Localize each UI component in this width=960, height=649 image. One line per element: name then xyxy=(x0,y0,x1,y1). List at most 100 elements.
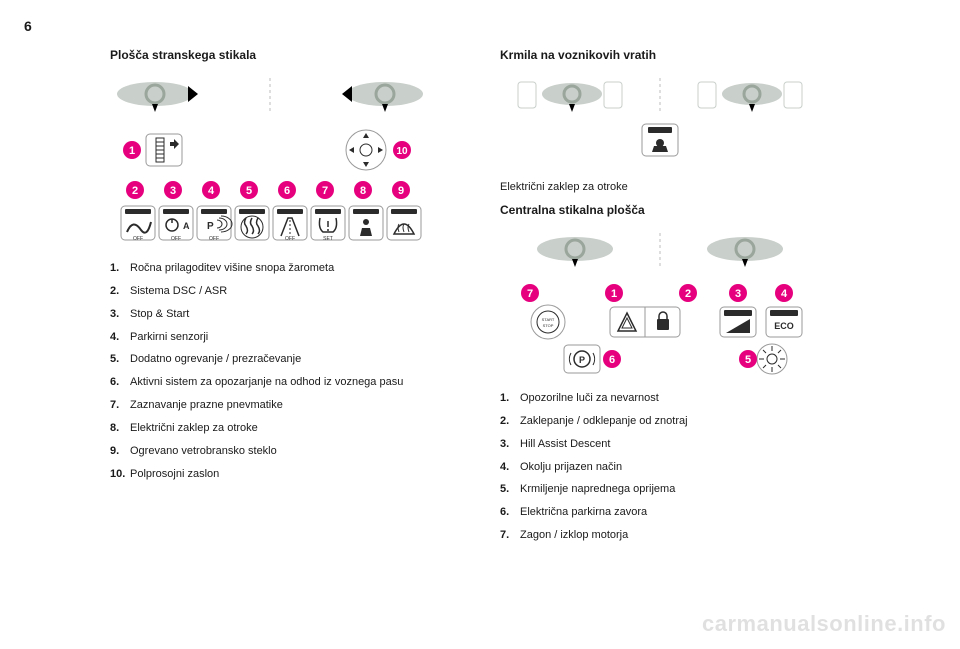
lane-icon: OFF xyxy=(273,206,307,242)
hill-descent-icon xyxy=(720,307,756,337)
thumbwheel-icon xyxy=(146,134,182,166)
door-silhouette-right xyxy=(698,82,802,112)
list-item-text: Okolju prijazen način xyxy=(520,460,850,475)
park-icon: P OFF xyxy=(197,206,232,242)
parking-brake-icon: P xyxy=(564,345,600,373)
svg-text:STOP: STOP xyxy=(543,323,554,328)
list-item-number: 3. xyxy=(110,307,130,322)
diagram-side-switch-panel: 1 xyxy=(110,72,460,247)
badge-5: 5 xyxy=(240,181,258,199)
list-item: 5.Krmiljenje naprednega oprijema xyxy=(500,482,850,497)
list-item: 7.Zaznavanje prazne pnevmatike xyxy=(110,398,460,413)
left-list: 1.Ročna prilagoditev višine snopa žarome… xyxy=(110,261,460,481)
badge-2: 2 xyxy=(126,181,144,199)
badge-7: 7 xyxy=(521,284,539,302)
dsc-icon: OFF xyxy=(121,206,155,242)
svg-text:OFF: OFF xyxy=(133,236,143,242)
child-icon xyxy=(349,206,383,240)
left-section-title: Plošča stranskega stikala xyxy=(110,48,460,62)
right-list: 1.Opozorilne luči za nevarnost 2.Zaklepan… xyxy=(500,391,850,543)
hazard-lock-icon xyxy=(610,307,680,337)
list-item-text: Električni zaklep za otroke xyxy=(130,421,460,436)
top-silhouette-right xyxy=(342,82,423,112)
badge-2: 2 xyxy=(679,284,697,302)
page-number: 6 xyxy=(24,18,32,34)
list-item-number: 6. xyxy=(500,505,520,520)
list-item-text: Krmiljenje naprednega oprijema xyxy=(520,482,850,497)
svg-text:4: 4 xyxy=(781,288,788,300)
list-item: 5.Dodatno ogrevanje / prezračevanje xyxy=(110,352,460,367)
child-lock-icon xyxy=(642,124,678,156)
icon-row: OFFAOFFPOFFOFFSET xyxy=(121,206,421,242)
svg-text:5: 5 xyxy=(246,185,252,197)
svg-text:SET: SET xyxy=(323,236,333,242)
svg-text:OFF: OFF xyxy=(171,236,181,242)
svg-text:OFF: OFF xyxy=(209,236,219,242)
right-section-title-2: Centralna stikalna plošča xyxy=(500,203,850,217)
svg-text:5: 5 xyxy=(745,354,751,366)
list-item: 1.Opozorilne luči za nevarnost xyxy=(500,391,850,406)
badge-4: 4 xyxy=(202,181,220,199)
left-column: Plošča stranskega stikala xyxy=(110,48,460,551)
svg-text:1: 1 xyxy=(611,288,617,300)
list-item-number: 4. xyxy=(500,460,520,475)
badge-3: 3 xyxy=(164,181,182,199)
heat-icon xyxy=(235,206,269,240)
svg-text:7: 7 xyxy=(527,288,533,300)
list-item: 10.Polprosojni zaslon xyxy=(110,467,460,482)
top-silhouette-left xyxy=(117,82,198,112)
list-item-text: Ogrevano vetrobransko steklo xyxy=(130,444,460,459)
list-item-number: 1. xyxy=(110,261,130,276)
tpms-icon: SET xyxy=(311,206,345,242)
diagram-door-controls xyxy=(500,72,850,167)
badge-5: 5 xyxy=(739,350,757,368)
list-item: 4.Parkirni senzorji xyxy=(110,330,460,345)
list-item: 7.Zagon / izklop motorja xyxy=(500,528,850,543)
badge-8: 8 xyxy=(354,181,372,199)
caption-child-lock: Električni zaklep za otroke xyxy=(500,181,850,193)
svg-text:A: A xyxy=(183,221,190,231)
list-item-text: Električna parkirna zavora xyxy=(520,505,850,520)
svg-text:3: 3 xyxy=(735,288,741,300)
right-section-title-1: Krmila na voznikovih vratih xyxy=(500,48,850,62)
list-item: 2.Sistema DSC / ASR xyxy=(110,284,460,299)
svg-text:7: 7 xyxy=(322,185,328,197)
svg-text:P: P xyxy=(207,221,214,232)
svg-text:1: 1 xyxy=(129,145,135,157)
list-item-number: 2. xyxy=(110,284,130,299)
door-silhouette-left xyxy=(518,82,622,112)
list-item: 3.Stop & Start xyxy=(110,307,460,322)
start-stop-icon: START STOP xyxy=(531,305,565,339)
list-item-text: Ročna prilagoditev višine snopa žarometa xyxy=(130,261,460,276)
svg-text:START: START xyxy=(542,317,555,322)
list-item-text: Zaznavanje prazne pnevmatike xyxy=(130,398,460,413)
list-item-number: 4. xyxy=(110,330,130,345)
svg-text:3: 3 xyxy=(170,185,176,197)
badge-4: 4 xyxy=(775,284,793,302)
list-item: 6.Aktivni sistem za opozarjanje na odhod… xyxy=(110,375,460,390)
list-item: 1.Ročna prilagoditev višine snopa žarome… xyxy=(110,261,460,276)
badge-1: 1 xyxy=(605,284,623,302)
list-item: 3.Hill Assist Descent xyxy=(500,437,850,452)
list-item-number: 3. xyxy=(500,437,520,452)
badge-7: 7 xyxy=(316,181,334,199)
list-item-number: 5. xyxy=(500,482,520,497)
list-item-number: 7. xyxy=(500,528,520,543)
svg-text:2: 2 xyxy=(132,185,138,197)
grip-dial-icon xyxy=(757,344,787,374)
list-item-text: Sistema DSC / ASR xyxy=(130,284,460,299)
list-item: 2.Zaklepanje / odklepanje od znotraj xyxy=(500,414,850,429)
badge-9: 9 xyxy=(392,181,410,199)
badge-6: 6 xyxy=(278,181,296,199)
windshield-icon xyxy=(387,206,421,240)
badge-1: 1 xyxy=(123,141,141,159)
svg-text:9: 9 xyxy=(398,185,404,197)
list-item-text: Opozorilne luči za nevarnost xyxy=(520,391,850,406)
stop-start-icon: AOFF xyxy=(159,206,193,242)
center-silhouette-right xyxy=(707,237,783,267)
list-item-text: Polprosojni zaslon xyxy=(130,467,460,482)
badge-row: 2 3 4 5 6 7 8 9 xyxy=(126,181,410,199)
svg-text:6: 6 xyxy=(284,185,290,197)
badge-10: 10 xyxy=(393,141,411,159)
watermark: carmanualsonline.info xyxy=(702,611,946,637)
